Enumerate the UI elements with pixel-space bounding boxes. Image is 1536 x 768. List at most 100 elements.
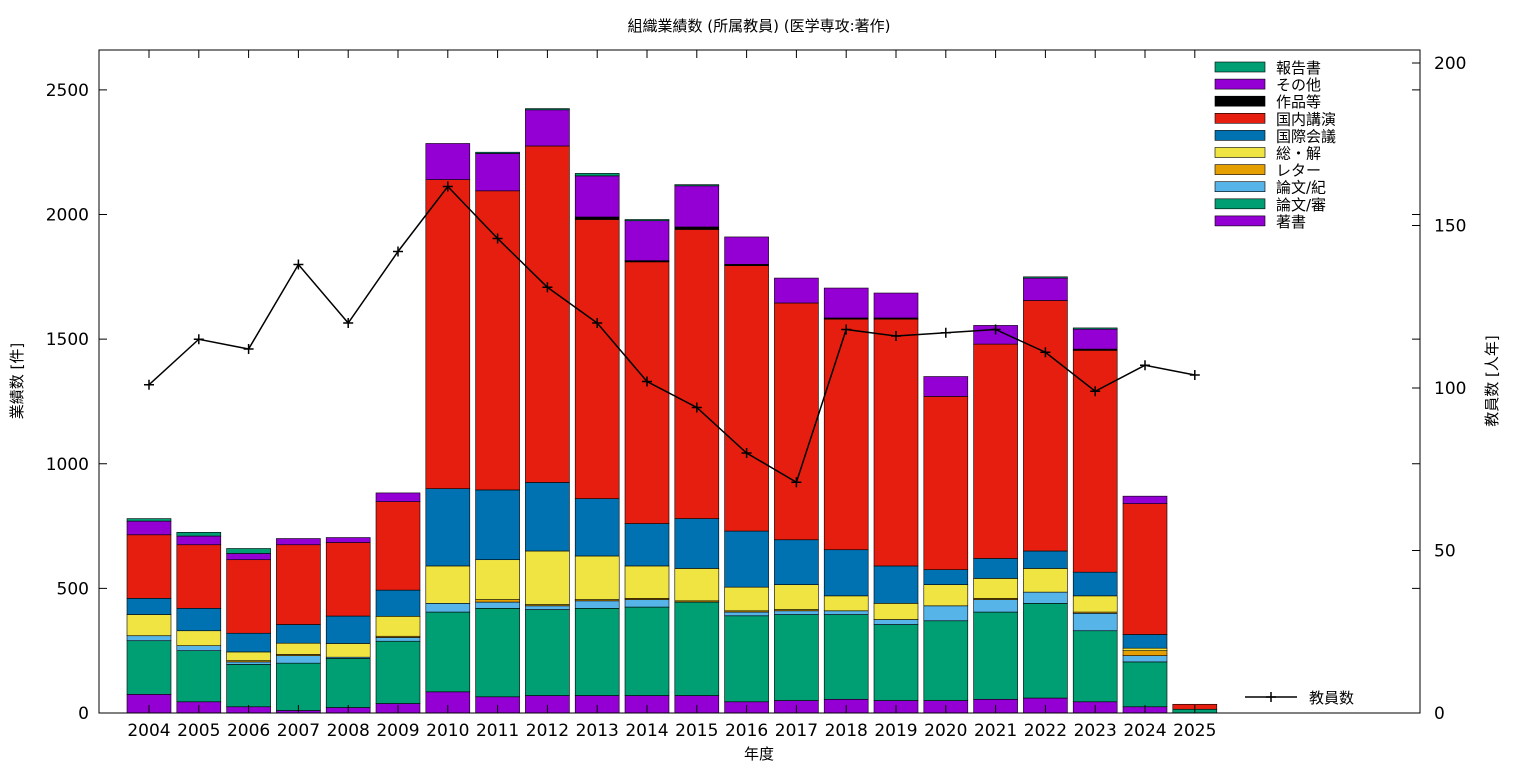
- y-axis: 0 500 1000 1500 2000 2500: [46, 81, 1420, 724]
- bar-segment: [1023, 277, 1068, 301]
- bar-segment: [873, 292, 919, 319]
- plot-frame: [98, 49, 1421, 714]
- teacher-count-line: [148, 185, 1195, 484]
- bar-segment: [276, 642, 321, 655]
- bar-segment: [525, 482, 570, 552]
- bar-segment: [525, 109, 570, 147]
- bar-segment: [674, 226, 720, 230]
- bar-segment: [574, 219, 620, 499]
- bar-segment: [375, 492, 421, 502]
- y-tick-label: 2500: [46, 81, 89, 101]
- teacher-count-point: [1040, 347, 1051, 358]
- bar-segment: [873, 624, 919, 701]
- bar-segment: [226, 661, 271, 665]
- x-tick-label: 2004: [127, 721, 170, 741]
- bar-segment: [574, 216, 620, 220]
- bar-segment: [325, 643, 371, 658]
- bar-segment: [1122, 634, 1168, 649]
- bar-segment: [126, 534, 172, 599]
- teacher-count-point: [990, 324, 1001, 335]
- bar-segment: [624, 523, 670, 567]
- bar-segment: [873, 565, 919, 604]
- bar-segment: [525, 550, 570, 605]
- legend-swatch: [1214, 95, 1266, 107]
- bar-segment: [873, 603, 919, 620]
- bar-segment: [674, 184, 720, 187]
- bar-segment: [126, 598, 172, 615]
- bar-segment: [325, 658, 371, 708]
- bar-segment: [873, 619, 919, 625]
- x-tick-label: 2012: [526, 721, 569, 741]
- teacher-count-point: [442, 181, 453, 192]
- bar-segment: [574, 498, 620, 557]
- bar-segment: [724, 615, 769, 703]
- bar-segment: [126, 518, 172, 522]
- line-legend-label: 教員数: [1309, 689, 1354, 707]
- x-tick-label: 2023: [1074, 721, 1117, 741]
- bar-segment: [823, 595, 869, 612]
- bar-segment: [475, 489, 520, 561]
- bar-segment: [724, 236, 769, 265]
- bar-segment: [923, 376, 969, 397]
- y2-tick-label: 0: [1434, 704, 1445, 724]
- x-tick-label: 2006: [227, 721, 270, 741]
- bar-segment: [475, 601, 520, 609]
- bar-segment: [823, 610, 869, 615]
- bar-segment: [774, 610, 819, 615]
- y2-tick-label: 150: [1434, 217, 1466, 237]
- y-tick-label: 500: [57, 579, 89, 599]
- bar-segment: [226, 548, 271, 554]
- bar-segment: [475, 599, 520, 603]
- x-tick-label: 2010: [426, 721, 469, 741]
- bar-segment: [973, 599, 1018, 613]
- bar-segment: [823, 318, 869, 551]
- teacher-count-point: [343, 318, 354, 328]
- bar-segment: [1072, 327, 1118, 330]
- bar-segment: [425, 143, 471, 180]
- bar-segment: [624, 220, 670, 261]
- bar-segment: [1072, 571, 1118, 597]
- bar-segment: [823, 614, 869, 700]
- teacher-count-point: [940, 327, 951, 338]
- teacher-count-point: [492, 233, 503, 244]
- legend-label: レター: [1276, 162, 1321, 180]
- teacher-count-point: [691, 402, 702, 413]
- bar-segment: [176, 650, 222, 703]
- legend-swatch: [1214, 78, 1266, 90]
- bar-segment: [624, 606, 670, 696]
- bar-segment: [276, 662, 321, 711]
- y2-tick-label: 50: [1434, 542, 1456, 562]
- bar-segment: [375, 501, 421, 591]
- bar-segment: [624, 565, 670, 599]
- x-tick-label: 2022: [1024, 721, 1067, 741]
- bar-segment: [425, 488, 471, 567]
- legend-label: 報告書: [1276, 59, 1321, 77]
- x-tick-label: 2013: [576, 721, 619, 741]
- bar-segment: [126, 640, 172, 695]
- bar-segment: [1122, 655, 1168, 663]
- bar-segment: [276, 544, 321, 625]
- bar-segment: [425, 565, 471, 604]
- x-tick-label: 2019: [874, 721, 917, 741]
- bar-segment: [1023, 568, 1068, 593]
- bar-segment: [525, 609, 570, 696]
- bar-segment: [375, 615, 421, 637]
- bar-segment: [574, 175, 620, 218]
- bar-segment: [126, 614, 172, 637]
- bar-segment: [674, 518, 720, 569]
- bar-segment: [375, 637, 421, 642]
- legend-label: その他: [1276, 76, 1321, 94]
- y2-axis: 0 50 100 150 200: [1412, 54, 1466, 724]
- x-tick-label: 2024: [1123, 721, 1166, 741]
- x-axis-label: 年度: [744, 745, 774, 763]
- bar-segment: [325, 542, 371, 617]
- bar-segment: [525, 108, 570, 111]
- x-tick-label: 2015: [675, 721, 718, 741]
- bar-segment: [1122, 661, 1168, 708]
- bar-segment: [973, 611, 1018, 700]
- x-tick-label: 2011: [476, 721, 519, 741]
- bar-segment: [574, 173, 620, 177]
- legend-swatch: [1214, 164, 1266, 175]
- bar-segment: [1023, 276, 1068, 279]
- teacher-line-layer: [144, 181, 1200, 488]
